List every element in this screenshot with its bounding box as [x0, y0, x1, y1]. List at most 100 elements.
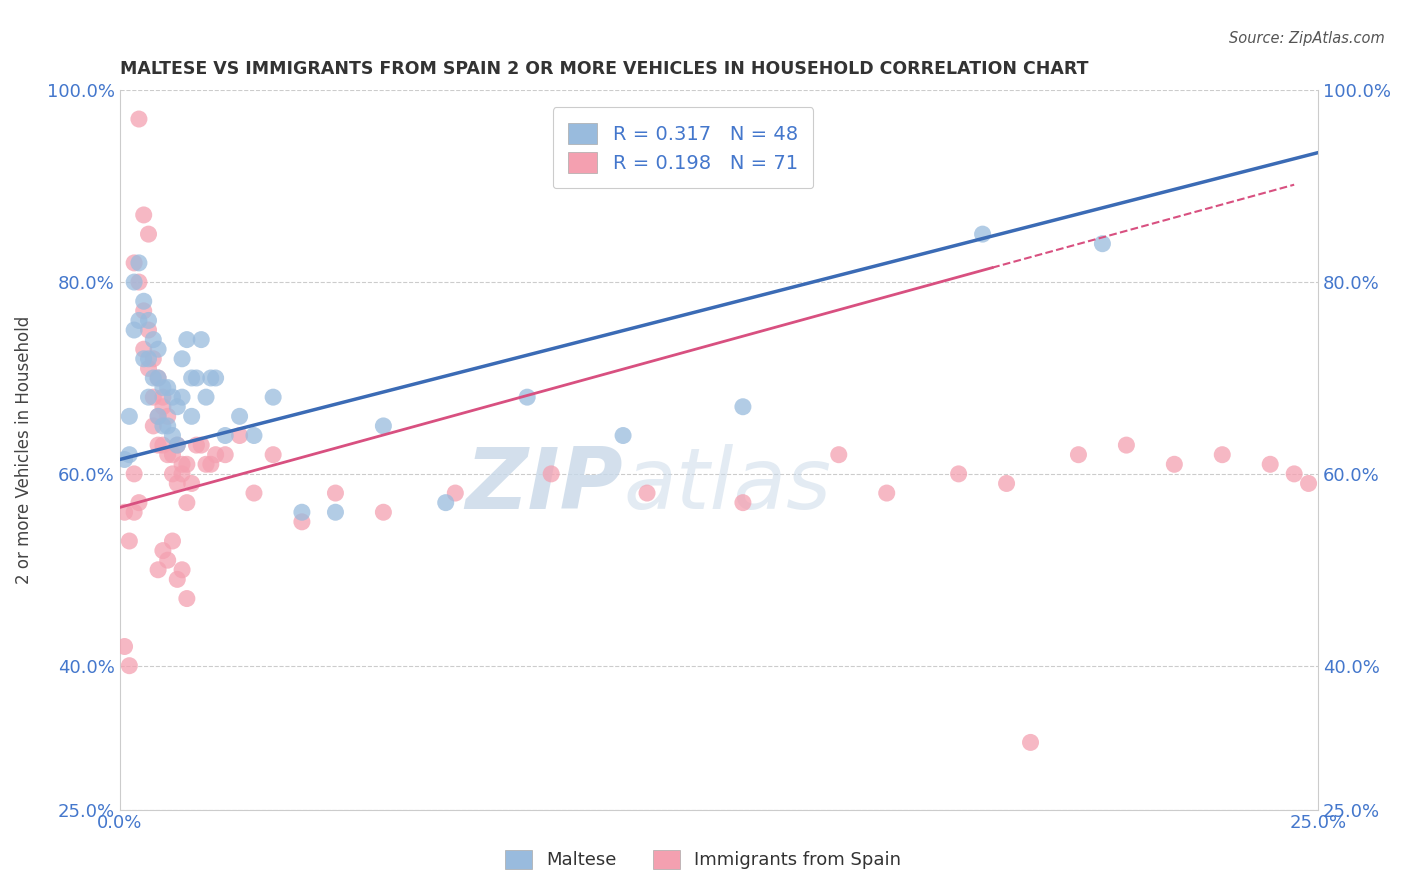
Point	[138, 351, 160, 366]
Point	[142, 418, 165, 433]
Point	[156, 409, 179, 424]
Point	[325, 486, 347, 500]
Point	[146, 438, 169, 452]
Point	[948, 467, 970, 481]
Point	[995, 476, 1018, 491]
Point	[204, 448, 226, 462]
Point	[118, 409, 141, 424]
Point	[138, 361, 160, 376]
Point	[146, 371, 169, 385]
Point	[156, 380, 179, 394]
Point	[731, 400, 754, 414]
Point	[195, 390, 218, 404]
Point	[262, 390, 284, 404]
Point	[162, 448, 184, 462]
Point	[972, 227, 994, 241]
Point	[128, 313, 150, 327]
Point	[122, 323, 145, 337]
Point	[152, 380, 174, 394]
Point	[146, 371, 169, 385]
Text: MALTESE VS IMMIGRANTS FROM SPAIN 2 OR MORE VEHICLES IN HOUSEHOLD CORRELATION CHA: MALTESE VS IMMIGRANTS FROM SPAIN 2 OR MO…	[120, 60, 1088, 78]
Point	[114, 452, 136, 467]
Point	[162, 428, 184, 442]
Point	[186, 438, 208, 452]
Point	[146, 409, 169, 424]
Point	[200, 371, 222, 385]
Point	[122, 467, 145, 481]
Point	[1163, 458, 1185, 472]
Point	[170, 458, 193, 472]
Point	[170, 351, 193, 366]
Point	[132, 351, 155, 366]
Point	[828, 448, 851, 462]
Point	[166, 573, 188, 587]
Point	[142, 333, 165, 347]
Text: ZIP: ZIP	[465, 444, 623, 527]
Point	[138, 227, 160, 241]
Point	[132, 208, 155, 222]
Point	[1258, 458, 1281, 472]
Point	[114, 640, 136, 654]
Point	[142, 351, 165, 366]
Point	[214, 448, 236, 462]
Point	[132, 342, 155, 356]
Point	[1115, 438, 1137, 452]
Point	[166, 400, 188, 414]
Point	[128, 256, 150, 270]
Point	[1282, 467, 1305, 481]
Point	[540, 467, 562, 481]
Point	[152, 543, 174, 558]
Point	[243, 486, 266, 500]
Point	[214, 428, 236, 442]
Point	[612, 428, 634, 442]
Point	[118, 448, 141, 462]
Point	[176, 458, 198, 472]
Point	[228, 409, 250, 424]
Point	[146, 342, 169, 356]
Point	[262, 448, 284, 462]
Point	[228, 428, 250, 442]
Point	[434, 496, 457, 510]
Point	[152, 418, 174, 433]
Point	[1298, 476, 1320, 491]
Point	[132, 294, 155, 309]
Point	[122, 275, 145, 289]
Point	[142, 371, 165, 385]
Point	[170, 390, 193, 404]
Point	[204, 371, 226, 385]
Point	[186, 371, 208, 385]
Legend: Maltese, Immigrants from Spain: Maltese, Immigrants from Spain	[496, 841, 910, 879]
Point	[325, 505, 347, 519]
Point	[444, 486, 467, 500]
Point	[152, 438, 174, 452]
Point	[876, 486, 898, 500]
Point	[180, 371, 202, 385]
Point	[156, 553, 179, 567]
Point	[138, 313, 160, 327]
Point	[122, 256, 145, 270]
Point	[156, 448, 179, 462]
Point	[118, 534, 141, 549]
Point	[1211, 448, 1233, 462]
Point	[128, 275, 150, 289]
Point	[731, 496, 754, 510]
Point	[170, 467, 193, 481]
Point	[128, 496, 150, 510]
Point	[166, 438, 188, 452]
Point	[516, 390, 538, 404]
Point	[114, 505, 136, 519]
Point	[195, 458, 218, 472]
Point	[118, 658, 141, 673]
Point	[166, 476, 188, 491]
Point	[170, 563, 193, 577]
Text: atlas: atlas	[623, 444, 831, 527]
Point	[166, 438, 188, 452]
Point	[373, 505, 395, 519]
Point	[190, 438, 212, 452]
Text: Source: ZipAtlas.com: Source: ZipAtlas.com	[1229, 31, 1385, 46]
Point	[1091, 236, 1114, 251]
Point	[180, 409, 202, 424]
Y-axis label: 2 or more Vehicles in Household: 2 or more Vehicles in Household	[15, 316, 32, 584]
Point	[176, 333, 198, 347]
Point	[152, 390, 174, 404]
